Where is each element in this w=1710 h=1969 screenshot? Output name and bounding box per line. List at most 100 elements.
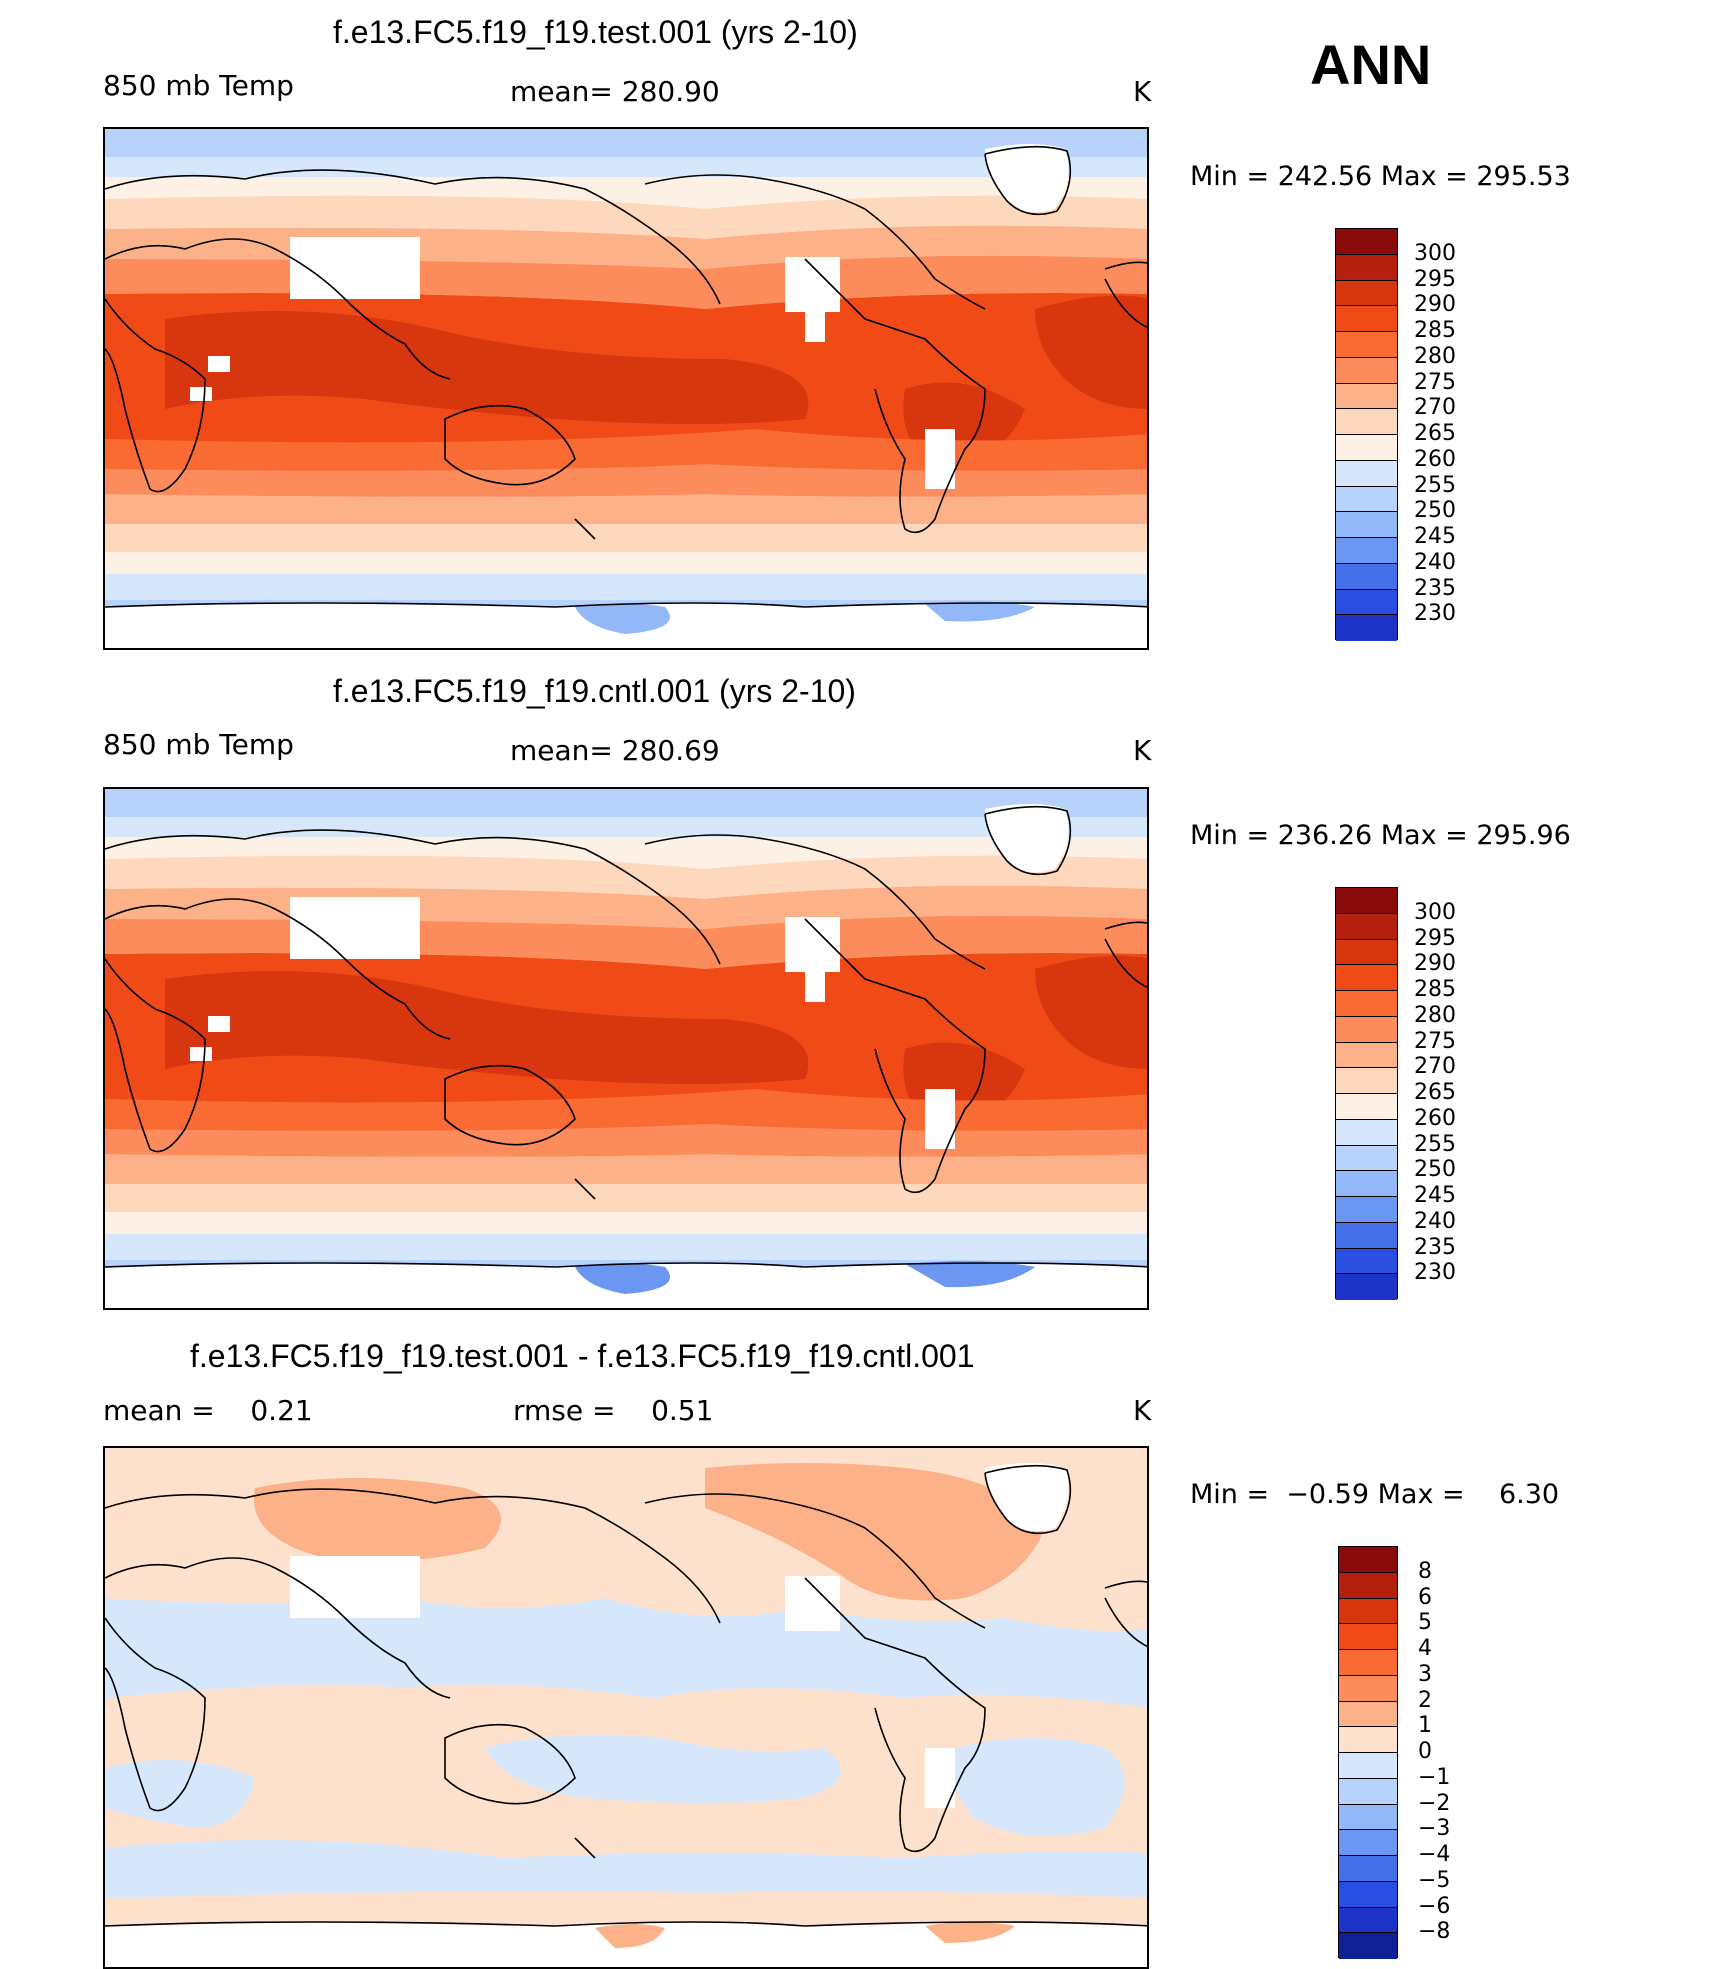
panel1-mean-label: mean= 280.90 [510,75,720,108]
colorbar-level-label: −8 [1418,1919,1451,1945]
colorbar-level-label: −5 [1418,1867,1451,1893]
colorbar-level-label: 255 [1414,1131,1456,1157]
colorbar-swatch [1336,538,1397,564]
colorbar-swatch [1336,1068,1397,1094]
panel1-title: f.e13.FC5.f19_f19.test.001 (yrs 2-10) [333,14,858,50]
colorbar-level-label: 0 [1418,1739,1432,1764]
colorbar-swatch [1336,1016,1397,1043]
colorbar-level-label: 300 [1414,899,1456,925]
colorbar-swatch [1339,1907,1397,1934]
colorbar-level-label: 6 [1418,1584,1432,1610]
panel2-mean-label: mean= 280.69 [510,734,720,767]
colorbar-swatch [1336,512,1397,538]
colorbar-swatch [1339,1598,1397,1625]
colorbar-swatch [1336,888,1397,914]
colorbar-swatch [1336,332,1397,358]
colorbar-level-label: 295 [1414,266,1456,292]
panel1-minmax: Min = 242.56 Max = 295.53 [1190,161,1571,192]
colorbar-swatch [1336,563,1397,590]
colorbar-swatch [1339,1650,1397,1676]
colorbar-swatch [1336,589,1397,616]
colorbar-level-label: 245 [1414,524,1456,549]
panel3-mean-label: mean = 0.21 [103,1394,313,1427]
colorbar-swatch [1336,280,1397,307]
colorbar-swatch [1336,254,1397,281]
panel3-map [103,1446,1149,1969]
colorbar-level-label: 240 [1414,549,1456,575]
colorbar-level-label: −6 [1418,1893,1451,1919]
colorbar-level-label: 250 [1414,1157,1456,1183]
colorbar-level-label: 280 [1414,1002,1456,1028]
colorbar-level-label: −2 [1418,1790,1451,1816]
colorbar-swatch [1339,1675,1397,1702]
colorbar-swatch [1336,1094,1397,1120]
colorbar-level-label: 230 [1414,601,1456,627]
colorbar-level-label: 280 [1414,343,1456,369]
colorbar-swatch [1336,1274,1397,1300]
colorbar-swatch [1336,486,1397,513]
colorbar-swatch [1336,409,1397,435]
panel3-rmse-label: rmse = 0.51 [513,1394,714,1427]
panel2-title: f.e13.FC5.f19_f19.cntl.001 (yrs 2-10) [333,673,856,709]
colorbar-level-label: 8 [1418,1558,1432,1584]
colorbar-swatch [1336,435,1397,461]
panel2-variable-label: 850 mb Temp [103,728,294,761]
colorbar-swatch [1336,1222,1397,1249]
colorbar-swatch [1336,991,1397,1017]
colorbar-swatch [1339,1727,1397,1753]
panel3-colorbar [1338,1546,1398,1959]
colorbar-level-label: 275 [1414,1028,1456,1054]
colorbar-swatch [1339,1856,1397,1882]
colorbar-level-label: 240 [1414,1208,1456,1234]
colorbar-level-label: −1 [1418,1764,1451,1790]
colorbar-swatch [1336,1197,1397,1223]
season-label: ANN [1310,33,1432,96]
panel2-colorbar [1335,887,1398,1300]
colorbar-level-label: 275 [1414,369,1456,395]
colorbar-level-label: 2 [1418,1687,1432,1713]
panel2-map [103,787,1149,1310]
colorbar-level-label: 285 [1414,977,1456,1002]
colorbar-swatch [1336,306,1397,332]
colorbar-swatch [1339,1547,1397,1573]
colorbar-swatch [1336,939,1397,966]
colorbar-level-label: 260 [1414,446,1456,472]
colorbar-level-label: 235 [1414,1234,1456,1260]
colorbar-level-label: 3 [1418,1661,1432,1687]
colorbar-swatch [1336,615,1397,641]
colorbar-level-label: 265 [1414,1080,1456,1105]
colorbar-swatch [1336,1248,1397,1275]
colorbar-swatch [1339,1572,1397,1599]
panel1-map [103,127,1149,650]
colorbar-swatch [1339,1624,1397,1650]
colorbar-swatch [1336,357,1397,384]
colorbar-level-label: 270 [1414,1054,1456,1080]
colorbar-level-label: 5 [1418,1610,1432,1636]
panel2-units: K [1133,734,1152,767]
colorbar-level-label: 295 [1414,925,1456,951]
panel1-units: K [1133,75,1152,108]
colorbar-swatch [1336,1119,1397,1146]
colorbar-level-label: 290 [1414,951,1456,977]
panel3-title: f.e13.FC5.f19_f19.test.001 - f.e13.FC5.f… [190,1338,975,1374]
colorbar-swatch [1339,1701,1397,1728]
colorbar-level-label: 285 [1414,318,1456,343]
colorbar-swatch [1336,913,1397,940]
colorbar-swatch [1336,383,1397,410]
colorbar-level-label: −4 [1418,1842,1451,1867]
colorbar-level-label: 245 [1414,1183,1456,1208]
colorbar-swatch [1336,1171,1397,1197]
colorbar-level-label: 235 [1414,575,1456,601]
colorbar-swatch [1336,1145,1397,1172]
colorbar-level-label: 255 [1414,472,1456,498]
panel3-units: K [1133,1394,1152,1427]
colorbar-level-label: 265 [1414,421,1456,446]
colorbar-level-label: −3 [1418,1816,1451,1842]
colorbar-swatch [1339,1830,1397,1856]
colorbar-level-label: 270 [1414,395,1456,421]
colorbar-level-label: 4 [1418,1636,1432,1661]
colorbar-level-label: 290 [1414,292,1456,318]
colorbar-level-label: 1 [1418,1713,1432,1739]
panel3-minmax: Min = −0.59 Max = 6.30 [1190,1479,1560,1510]
colorbar-swatch [1339,1753,1397,1779]
